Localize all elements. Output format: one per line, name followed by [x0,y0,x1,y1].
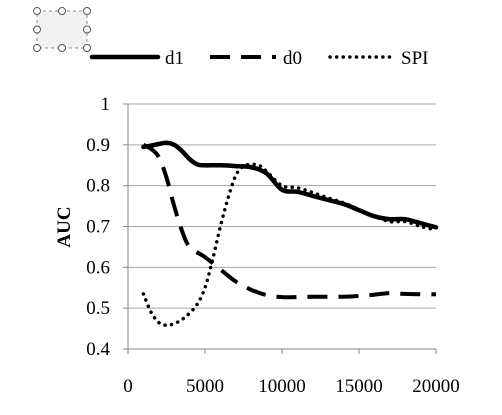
x-tick-label: 5000 [186,376,224,397]
x-tick-labels: 0 5000 10000 15000 20000 [123,376,460,397]
legend-label-d1: d1 [165,48,184,69]
y-tick-label: 0.4 [86,339,110,360]
x-tick-label: 10000 [258,376,306,397]
legend-label-d0: d0 [283,48,302,69]
y-tick-label: 0.8 [86,176,110,197]
y-tick-label: 0.5 [86,298,110,319]
y-tick-label: 0.7 [86,217,110,238]
x-tick-label: 15000 [335,376,383,397]
x-tick-label: 20000 [412,376,460,397]
axes [123,103,437,354]
series-line-d1 [141,140,439,230]
series-line-d0 [142,143,437,300]
y-axis-label: AUC [54,206,75,247]
series-line-SPI [141,162,438,328]
x-tick-label: 0 [123,376,133,397]
selection-handles-icon[interactable] [33,7,91,52]
legend-label-SPI: SPI [401,48,428,69]
y-tick-label: 1 [101,94,111,115]
gridlines [128,103,436,309]
y-tick-labels: 0.4 0.5 0.6 0.7 0.8 0.9 1 [86,94,110,360]
legend: d1 d0 SPI [89,48,428,69]
y-tick-label: 0.6 [86,257,110,278]
y-tick-label: 0.9 [86,135,110,156]
series-lines [141,140,439,328]
